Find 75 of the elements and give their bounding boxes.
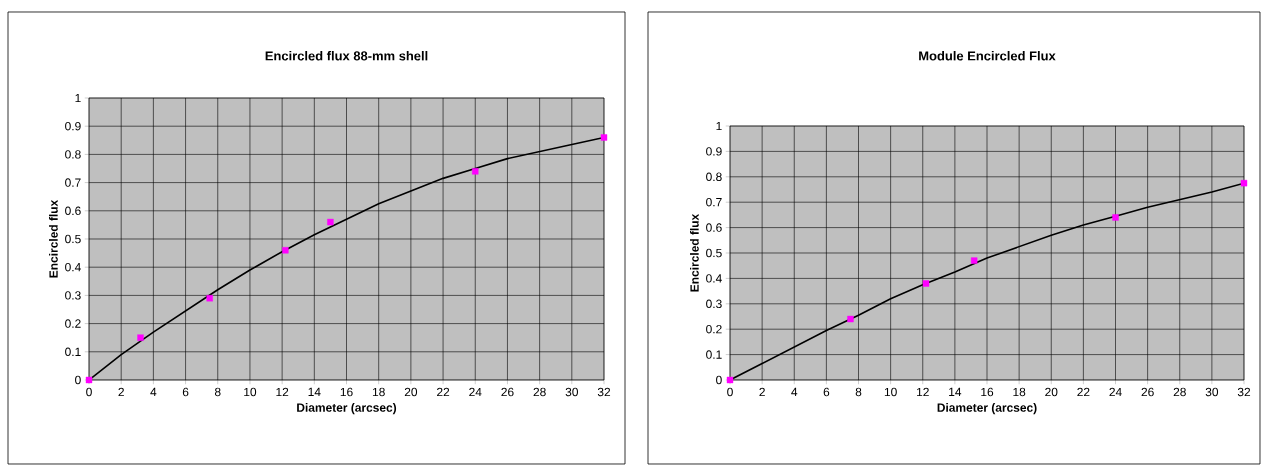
point — [1112, 214, 1119, 221]
y-tick-label: 0.2 — [65, 319, 81, 328]
x-tick-label: 18 — [372, 387, 385, 397]
x-tick-label: 30 — [1205, 387, 1219, 397]
point — [847, 315, 854, 323]
point — [206, 295, 213, 302]
x-tick-label: 20 — [1045, 387, 1058, 397]
x-tick-label: 32 — [1237, 387, 1251, 397]
x-tick-label: 32 — [597, 387, 611, 397]
point — [472, 168, 479, 175]
x-tick-label: 10 — [884, 387, 897, 397]
x-tick-label: 20 — [404, 387, 418, 397]
x-tick-label: 8 — [214, 387, 221, 397]
x-tick-label: 0 — [727, 387, 733, 397]
point — [85, 376, 93, 384]
x-tick-label: 22 — [1077, 387, 1090, 397]
x-tick-label: 26 — [501, 387, 514, 397]
y-tick-label: 0.1 — [706, 350, 722, 359]
y-tick-label: 1 — [716, 121, 722, 131]
x-tick-label: 0 — [86, 387, 92, 397]
x-tick-label: 28 — [1173, 387, 1186, 397]
x-tick-label: 2 — [118, 387, 124, 397]
y-tick-label: 1 — [75, 93, 81, 103]
x-tick-label: 14 — [949, 387, 962, 396]
chart-title: Module Encircled Flux — [919, 50, 1056, 61]
x-tick-label: 18 — [1013, 387, 1026, 397]
y-tick-label: 0.3 — [706, 299, 722, 309]
x-tick-label: 28 — [533, 387, 546, 397]
y-tick-label: 0.4 — [706, 274, 722, 283]
x-tick-label: 8 — [855, 387, 862, 397]
point — [1240, 179, 1248, 187]
y-tick-label: 0 — [75, 375, 81, 385]
y-tick-label: 0.9 — [706, 147, 722, 156]
x-tick-label: 10 — [244, 387, 257, 397]
y-tick-label: 0.8 — [706, 172, 722, 182]
x-tick-label: 12 — [917, 387, 929, 397]
y-tick-label: 0.8 — [65, 150, 81, 159]
x-tick-label: 16 — [340, 387, 353, 397]
x-tick-label: 30 — [565, 387, 579, 397]
x-axis-title: Diameter (arcsec) — [297, 403, 397, 415]
y-tick-label: 0.6 — [706, 223, 722, 232]
y-tick-label: 0.2 — [706, 324, 722, 334]
y-tick-label: 0 — [716, 375, 722, 385]
x-tick-label: 16 — [981, 387, 994, 397]
point — [282, 247, 289, 254]
y-tick-label: 0.6 — [65, 206, 81, 216]
x-tick-label: 22 — [437, 387, 450, 397]
x-axis-title: Diameter (arcsec) — [937, 403, 1037, 415]
y-tick-label: 0.5 — [706, 248, 722, 258]
y-tick-label: 0.3 — [65, 291, 81, 300]
x-tick-label: 2 — [759, 387, 765, 397]
y-tick-label: 0.7 — [706, 197, 722, 207]
y-axis-title: Encircled flux — [49, 199, 58, 278]
x-tick-label: 4 — [791, 387, 798, 396]
y-tick-label: 0.4 — [65, 262, 81, 272]
point — [922, 280, 930, 287]
x-tick-label: 6 — [182, 387, 189, 397]
y-tick-label: 0.5 — [65, 234, 81, 244]
y-tick-label: 0.9 — [65, 121, 81, 131]
x-tick-label: 24 — [469, 387, 482, 397]
chart-title: Encircled flux 88-mm shell — [265, 50, 428, 61]
point — [327, 218, 334, 226]
y-axis-title: Encircled flux — [690, 213, 699, 292]
point — [600, 134, 608, 141]
y-tick-label: 0.7 — [65, 178, 81, 187]
x-tick-label: 24 — [1109, 387, 1122, 397]
x-tick-label: 26 — [1141, 387, 1154, 397]
point — [970, 257, 978, 264]
y-tick-label: 0.1 — [65, 347, 81, 357]
x-tick-label: 6 — [823, 387, 830, 397]
point — [137, 334, 144, 341]
x-tick-label: 12 — [276, 387, 289, 397]
x-tick-label: 4 — [150, 387, 157, 396]
point — [726, 376, 734, 384]
x-tick-label: 14 — [308, 387, 321, 396]
